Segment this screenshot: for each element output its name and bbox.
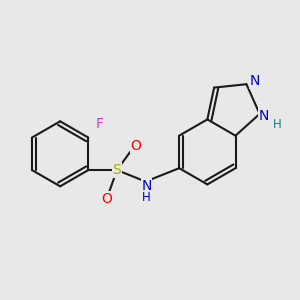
Text: O: O	[101, 192, 112, 206]
Text: F: F	[96, 117, 104, 131]
Text: N: N	[250, 74, 260, 88]
Text: S: S	[112, 163, 121, 177]
Text: N: N	[141, 179, 152, 193]
Text: O: O	[130, 139, 142, 153]
Text: N: N	[259, 109, 269, 123]
Text: H: H	[142, 191, 151, 204]
Text: H: H	[272, 118, 281, 131]
